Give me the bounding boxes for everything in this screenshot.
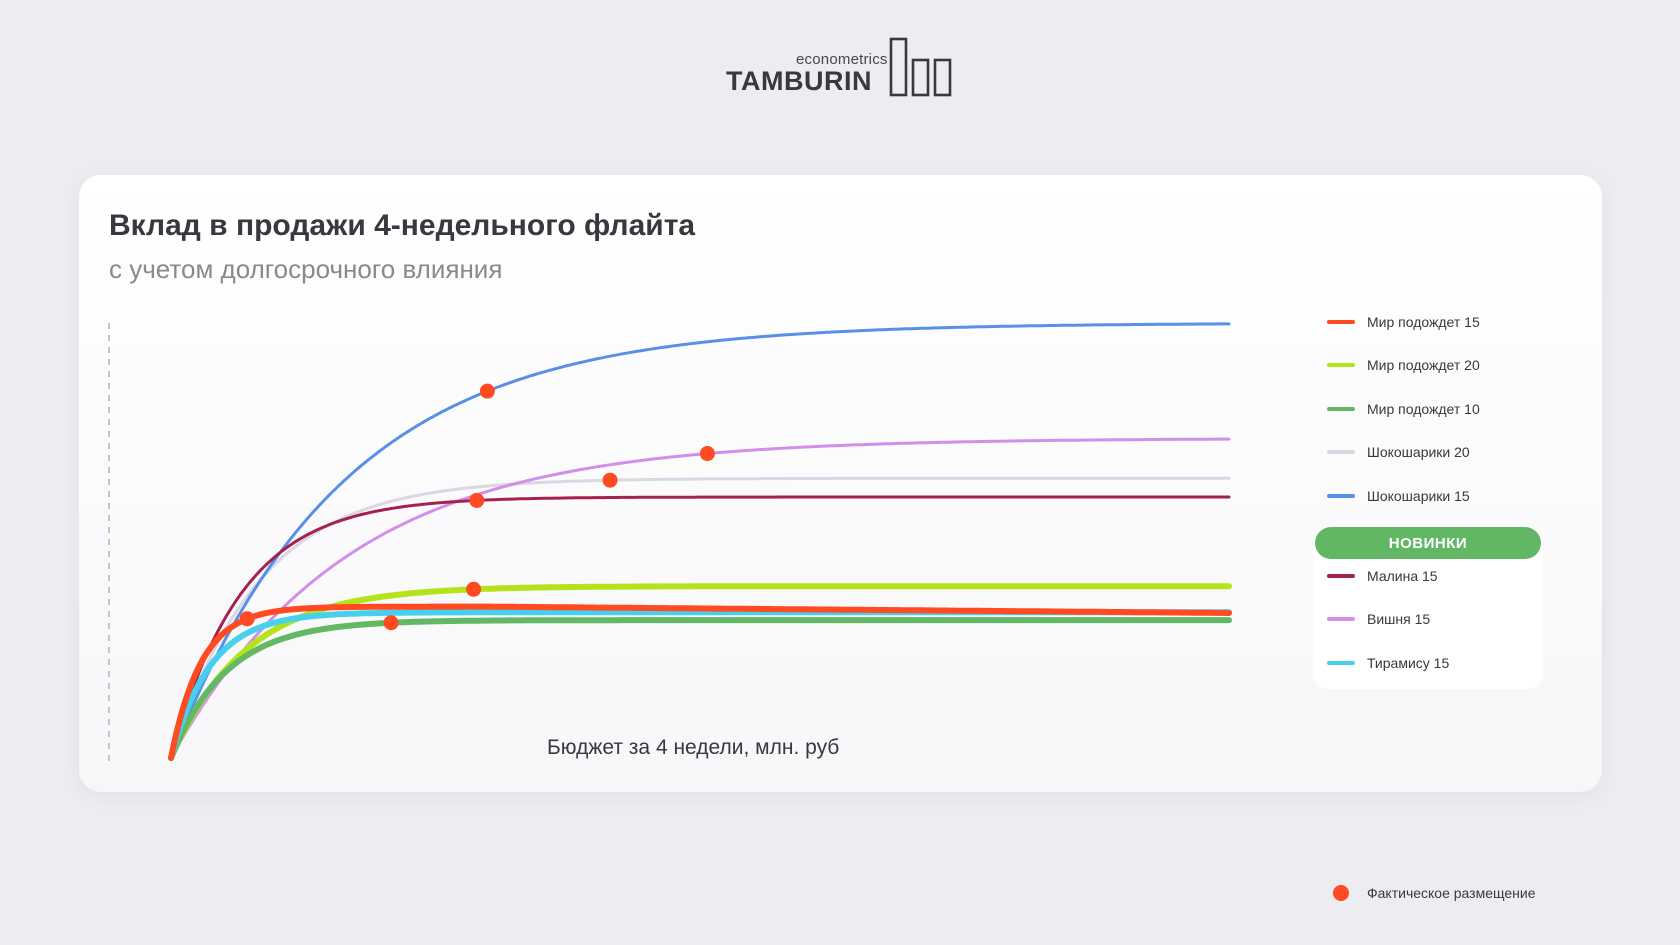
series-layer — [168, 322, 1232, 761]
legend-swatch-6 — [1327, 574, 1355, 578]
x-axis-label: Бюджет за 4 недели, млн. руб — [547, 736, 840, 759]
series-line-7 — [169, 437, 1231, 760]
chart-card: Вклад в продажи 4-недельного флайта с уч… — [79, 175, 1602, 901]
logo-bars-icon — [889, 37, 952, 97]
placement-point-3 — [383, 615, 399, 631]
legend-label-1: Мир подождет 15 — [1367, 314, 1480, 330]
series-line-1 — [168, 603, 1232, 761]
legend-swatch-5 — [1327, 494, 1355, 498]
legend-item-6: Малина 15 — [1313, 566, 1438, 586]
legend-item-4: Шокошарики 20 — [1313, 442, 1470, 462]
legend-item-5: Шокошарики 15 — [1313, 486, 1470, 506]
legend-item-8: Тирамису 15 — [1313, 653, 1449, 673]
chart-title: Вклад в продажи 4-недельного флайта — [109, 209, 696, 242]
logo-econometrics-text: econometrics — [796, 51, 888, 68]
logo-tamburin-text: TAMBURIN — [726, 66, 872, 96]
legend-item-7: Вишня 15 — [1313, 609, 1430, 629]
series-line-6 — [169, 495, 1231, 760]
legend-swatch-1 — [1327, 320, 1355, 324]
legend-swatch-3 — [1327, 407, 1355, 411]
tamburin-logo: econometrics TAMBURIN — [724, 36, 964, 100]
legend-swatch-4 — [1327, 450, 1355, 454]
legend-label-placement: Фактическое размещение — [1367, 885, 1536, 901]
placement-dot-icon — [1333, 885, 1349, 901]
legend-label-4: Шокошарики 20 — [1367, 444, 1470, 460]
legend-label-6: Малина 15 — [1367, 568, 1438, 584]
series-line-5 — [169, 322, 1231, 760]
series-line-2 — [168, 583, 1232, 761]
chart-subtitle: с учетом долгосрочного влияния — [109, 254, 503, 284]
legend-item-2: Мир подождет 20 — [1313, 355, 1480, 375]
plot-area — [108, 322, 1232, 762]
series-line-3 — [168, 617, 1232, 761]
series-line-4 — [169, 476, 1231, 760]
legend-swatch-7 — [1327, 617, 1355, 621]
legend-swatch-8 — [1327, 661, 1355, 665]
legend-label-5: Шокошарики 15 — [1367, 488, 1470, 504]
placement-point-5 — [479, 383, 495, 399]
placement-point-1 — [239, 611, 255, 627]
legend-item-3: Мир подождет 10 — [1313, 399, 1480, 419]
placement-point-6 — [469, 492, 485, 508]
legend-item-placement: Фактическое размещение — [1313, 883, 1536, 903]
placement-points-layer — [239, 383, 715, 631]
legend-label-7: Вишня 15 — [1367, 611, 1431, 627]
placement-point-2 — [466, 581, 482, 597]
legend-label-2: Мир подождет 20 — [1367, 357, 1480, 373]
legend-label-3: Мир подождет 10 — [1367, 401, 1480, 417]
legend-item-1: Мир подождет 15 — [1313, 312, 1480, 332]
legend-new-products-header: НОВИНКИ — [1315, 527, 1541, 559]
placement-point-7 — [699, 446, 715, 462]
legend: НОВИНКИ Мир подождет 15 Мир подождет 20 Ми… — [1313, 312, 1623, 901]
legend-label-8: Тирамису 15 — [1367, 655, 1450, 671]
legend-swatch-2 — [1327, 363, 1355, 367]
placement-point-4 — [602, 472, 618, 488]
